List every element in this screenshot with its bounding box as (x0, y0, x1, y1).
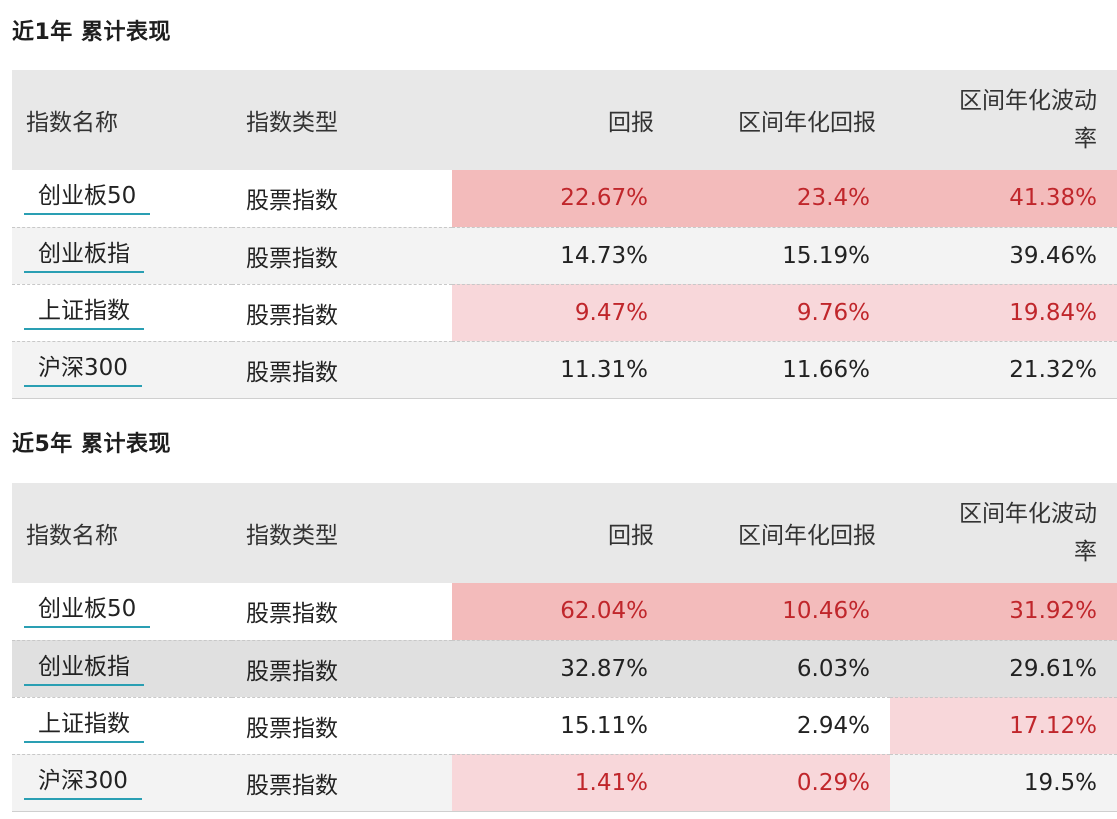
index-type: 股票指数 (232, 284, 452, 342)
index-name-link[interactable]: 上证指数 (12, 697, 232, 755)
index-name-link[interactable]: 创业板指 (12, 227, 232, 285)
section-title-5y: 近5年 累计表现 (12, 432, 171, 457)
return-value: 32.87% (452, 640, 668, 698)
return-value: 11.31% (452, 341, 668, 399)
return-value: 62.04% (452, 583, 668, 641)
annualized-volatility-value: 29.61% (890, 640, 1117, 698)
return-value: 9.47% (452, 284, 668, 342)
header-index-type: 指数类型 (246, 523, 338, 549)
index-type: 股票指数 (232, 697, 452, 755)
index-type: 股票指数 (232, 170, 452, 228)
index-type: 股票指数 (232, 227, 452, 285)
annualized-volatility-value: 39.46% (890, 227, 1117, 285)
index-type: 股票指数 (232, 341, 452, 399)
annualized-return-value: 23.4% (668, 170, 890, 228)
header-annualized-return: 区间年化回报 (738, 523, 876, 549)
index-name-link[interactable]: 上证指数 (12, 284, 232, 342)
table-row[interactable]: 创业板指 股票指数 32.87% 6.03% 29.61% (12, 640, 1117, 698)
index-name-link[interactable]: 创业板50 (12, 583, 232, 641)
header-annualized-return: 区间年化回报 (738, 110, 876, 136)
return-value: 1.41% (452, 754, 668, 812)
table-header-row: 指数名称 指数类型 回报 区间年化回报 区间年化波动率 (12, 70, 1117, 170)
table-row: 创业板指 股票指数 14.73% 15.19% 39.46% (12, 227, 1117, 285)
index-name-link[interactable]: 创业板50 (12, 170, 232, 228)
return-value: 14.73% (452, 227, 668, 285)
table-row: 上证指数 股票指数 15.11% 2.94% 17.12% (12, 697, 1117, 755)
performance-table-1y: 指数名称 指数类型 回报 区间年化回报 区间年化波动率 创业板50 股票指数 2… (12, 70, 1117, 399)
table-row: 上证指数 股票指数 9.47% 9.76% 19.84% (12, 284, 1117, 342)
return-value: 15.11% (452, 697, 668, 755)
header-index-type: 指数类型 (246, 110, 338, 136)
table-row: 沪深300 股票指数 1.41% 0.29% 19.5% (12, 754, 1117, 812)
annualized-volatility-value: 17.12% (890, 697, 1117, 755)
table-header-row: 指数名称 指数类型 回报 区间年化回报 区间年化波动率 (12, 483, 1117, 583)
header-annualized-volatility: 区间年化波动率 (959, 501, 1097, 565)
annualized-volatility-value: 41.38% (890, 170, 1117, 228)
index-name-link[interactable]: 创业板指 (12, 640, 232, 698)
header-index-name: 指数名称 (26, 523, 118, 549)
annualized-volatility-value: 31.92% (890, 583, 1117, 641)
header-return: 回报 (608, 110, 654, 136)
annualized-return-value: 10.46% (668, 583, 890, 641)
annualized-return-value: 2.94% (668, 697, 890, 755)
annualized-return-value: 9.76% (668, 284, 890, 342)
index-type: 股票指数 (232, 640, 452, 698)
header-return: 回报 (608, 523, 654, 549)
header-index-name: 指数名称 (26, 110, 118, 136)
index-type: 股票指数 (232, 583, 452, 641)
index-type: 股票指数 (232, 754, 452, 812)
annualized-volatility-value: 19.5% (890, 754, 1117, 812)
annualized-return-value: 11.66% (668, 341, 890, 399)
table-row: 沪深300 股票指数 11.31% 11.66% 21.32% (12, 341, 1117, 399)
table-row: 创业板50 股票指数 22.67% 23.4% 41.38% (12, 170, 1117, 228)
return-value: 22.67% (452, 170, 668, 228)
table-row: 创业板50 股票指数 62.04% 10.46% 31.92% (12, 583, 1117, 641)
annualized-volatility-value: 19.84% (890, 284, 1117, 342)
annualized-volatility-value: 21.32% (890, 341, 1117, 399)
index-name-link[interactable]: 沪深300 (12, 341, 232, 399)
header-annualized-volatility: 区间年化波动率 (959, 88, 1097, 152)
section-title-1y: 近1年 累计表现 (12, 20, 171, 45)
annualized-return-value: 6.03% (668, 640, 890, 698)
annualized-return-value: 0.29% (668, 754, 890, 812)
index-name-link[interactable]: 沪深300 (12, 754, 232, 812)
performance-table-5y: 指数名称 指数类型 回报 区间年化回报 区间年化波动率 创业板50 股票指数 6… (12, 483, 1117, 812)
annualized-return-value: 15.19% (668, 227, 890, 285)
